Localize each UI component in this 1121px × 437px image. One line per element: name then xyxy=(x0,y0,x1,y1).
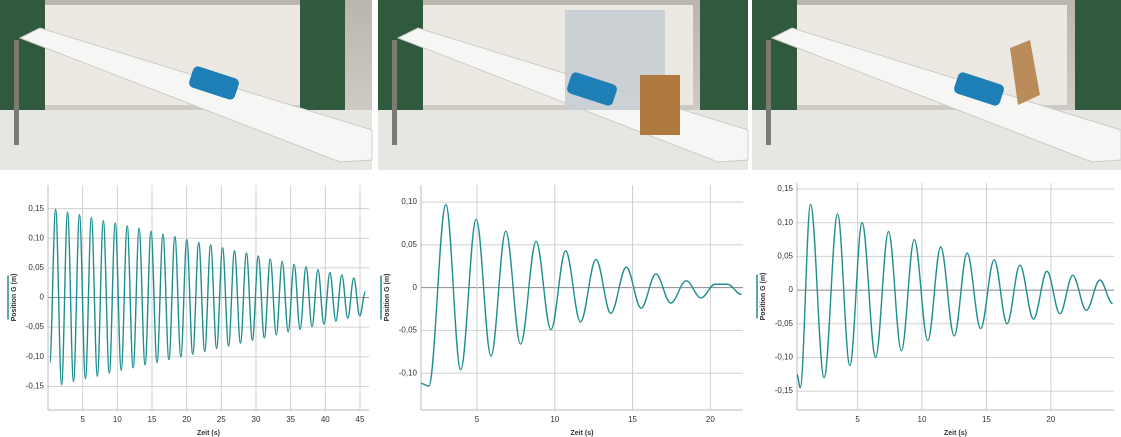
data-line xyxy=(420,203,742,387)
y-tick-label: -0,05 xyxy=(775,319,794,328)
y-tick-label: 0,15 xyxy=(28,204,44,213)
x-tick-label: 20 xyxy=(182,415,191,424)
x-axis-title: Zeit (s) xyxy=(944,430,967,437)
y-tick-label: -0,10 xyxy=(26,352,45,361)
x-tick-label: 5 xyxy=(475,415,480,424)
x-tick-label: 15 xyxy=(148,415,157,424)
x-tick-label: 20 xyxy=(706,415,715,424)
x-tick-label: 15 xyxy=(982,415,991,424)
y-tick-label: 0 xyxy=(40,293,45,302)
x-tick-label: 30 xyxy=(252,415,261,424)
y-tick-label: 0,05 xyxy=(777,252,793,261)
x-tick-label: 45 xyxy=(356,415,365,424)
x-tick-label: 10 xyxy=(113,415,122,424)
y-axis-title: Position G (m) xyxy=(760,273,767,321)
x-tick-label: 5 xyxy=(80,415,85,424)
photo xyxy=(752,0,1121,170)
y-tick-label: 0,10 xyxy=(777,218,793,227)
y-tick-label: -0,05 xyxy=(26,322,45,331)
y-tick-label: -0,05 xyxy=(399,326,418,335)
y-tick-label: 0,10 xyxy=(28,233,44,242)
x-tick-label: 15 xyxy=(628,415,637,424)
x-tick-label: 5 xyxy=(855,415,860,424)
y-tick-label: -0,15 xyxy=(26,381,45,390)
x-tick-label: 10 xyxy=(918,415,927,424)
y-tick-label: 0,05 xyxy=(401,240,417,249)
x-tick-label: 10 xyxy=(550,415,559,424)
y-tick-label: -0,15 xyxy=(775,386,794,395)
y-tick-label: 0 xyxy=(789,285,794,294)
y-axis-title: Position G (m) xyxy=(384,274,391,322)
y-tick-label: 0,10 xyxy=(401,197,417,206)
y-tick-label: -0,10 xyxy=(399,368,418,377)
y-tick-label: 0,15 xyxy=(777,184,793,193)
y-tick-label: 0,05 xyxy=(28,263,44,272)
x-tick-label: 40 xyxy=(321,415,330,424)
data-line xyxy=(49,208,367,386)
x-tick-label: 20 xyxy=(1046,415,1055,424)
x-tick-label: 35 xyxy=(286,415,295,424)
x-tick-label: 25 xyxy=(217,415,226,424)
photo xyxy=(0,0,373,170)
photo xyxy=(378,0,749,170)
x-axis-title: Zeit (s) xyxy=(571,430,594,437)
x-axis-title: Zeit (s) xyxy=(197,430,220,437)
y-tick-label: -0,10 xyxy=(775,353,794,362)
y-axis-title: Position G (m) xyxy=(11,274,18,322)
data-line xyxy=(796,203,1114,389)
y-tick-label: 0 xyxy=(413,283,418,292)
